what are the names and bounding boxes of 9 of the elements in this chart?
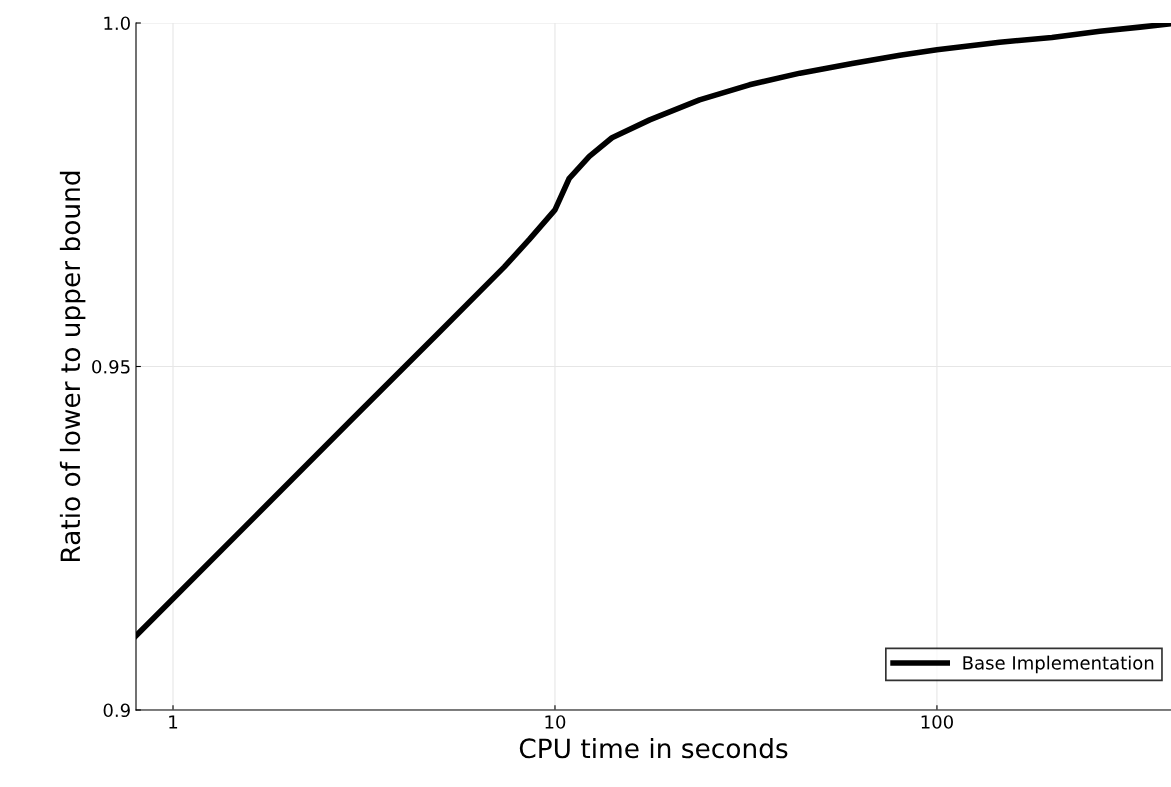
x-axis-title: CPU time in seconds <box>519 737 788 759</box>
x-tick-label: 1 <box>169 715 178 729</box>
legend-label: Base Implementation <box>963 655 1154 674</box>
y-tick-label: 0.9 <box>103 703 130 718</box>
x-tick-label: 10 <box>545 715 566 729</box>
y-tick-label: 0.95 <box>92 359 130 374</box>
x-tick-label: 100 <box>921 715 953 729</box>
y-tick-label: 1.0 <box>104 16 130 31</box>
y-axis-title: Ratio of lower to upper bound <box>59 171 86 561</box>
